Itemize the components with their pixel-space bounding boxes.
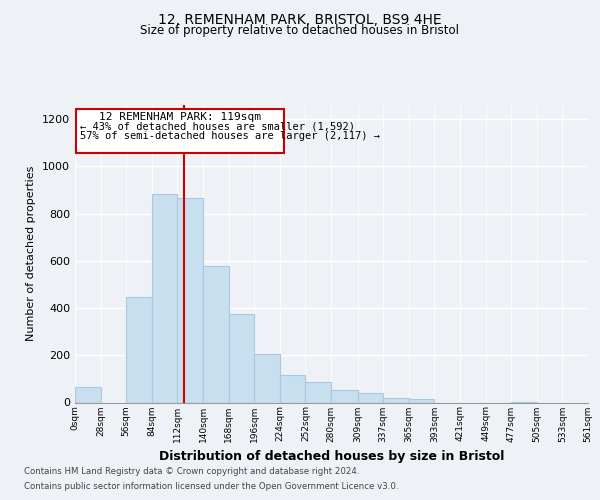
Bar <box>280 376 305 402</box>
Bar <box>358 392 383 402</box>
Bar <box>152 194 178 402</box>
Text: ← 43% of detached houses are smaller (1,592): ← 43% of detached houses are smaller (1,… <box>80 122 355 132</box>
Text: 12 REMENHAM PARK: 119sqm: 12 REMENHAM PARK: 119sqm <box>99 112 261 122</box>
X-axis label: Distribution of detached houses by size in Bristol: Distribution of detached houses by size … <box>159 450 504 463</box>
Text: Contains public sector information licensed under the Open Government Licence v3: Contains public sector information licen… <box>24 482 398 491</box>
Text: Contains HM Land Registry data © Crown copyright and database right 2024.: Contains HM Land Registry data © Crown c… <box>24 467 359 476</box>
FancyBboxPatch shape <box>76 108 284 154</box>
Bar <box>178 198 203 402</box>
Bar <box>229 314 254 402</box>
Bar <box>383 398 409 402</box>
Bar <box>203 266 229 402</box>
Y-axis label: Number of detached properties: Number of detached properties <box>26 166 37 342</box>
Text: Size of property relative to detached houses in Bristol: Size of property relative to detached ho… <box>140 24 460 37</box>
Bar <box>331 390 358 402</box>
Bar <box>126 298 152 403</box>
Bar <box>409 399 434 402</box>
Bar <box>305 382 331 402</box>
Text: 12, REMENHAM PARK, BRISTOL, BS9 4HE: 12, REMENHAM PARK, BRISTOL, BS9 4HE <box>158 12 442 26</box>
Bar <box>254 354 280 403</box>
Text: 57% of semi-detached houses are larger (2,117) →: 57% of semi-detached houses are larger (… <box>80 131 380 141</box>
Bar <box>75 387 101 402</box>
